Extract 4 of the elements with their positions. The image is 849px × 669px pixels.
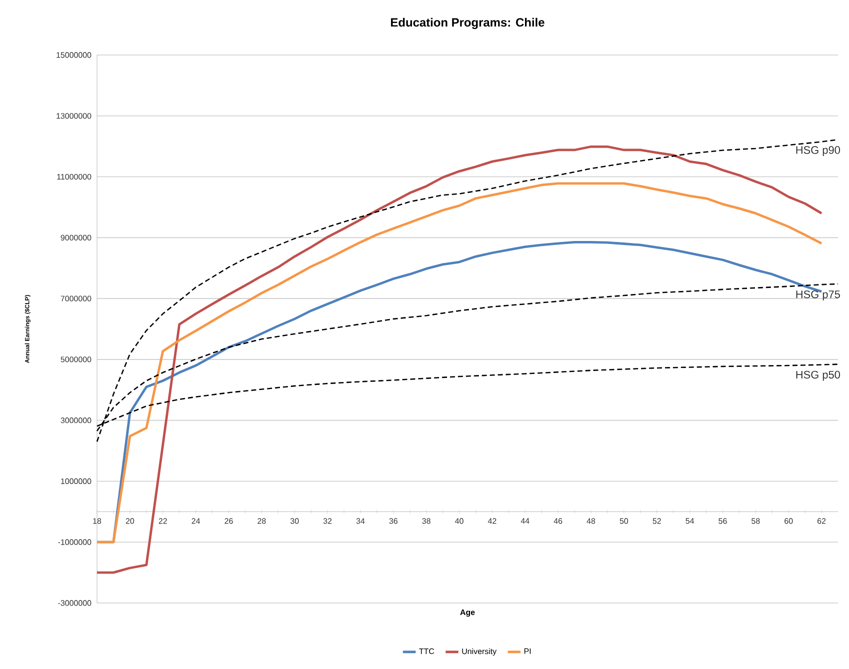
series-label: HSG p90 (796, 146, 840, 156)
series-label: HSG p75 (796, 290, 840, 300)
series-label: HSG p50 (796, 370, 840, 381)
chart-title: Education Programs: Chile (391, 18, 544, 30)
